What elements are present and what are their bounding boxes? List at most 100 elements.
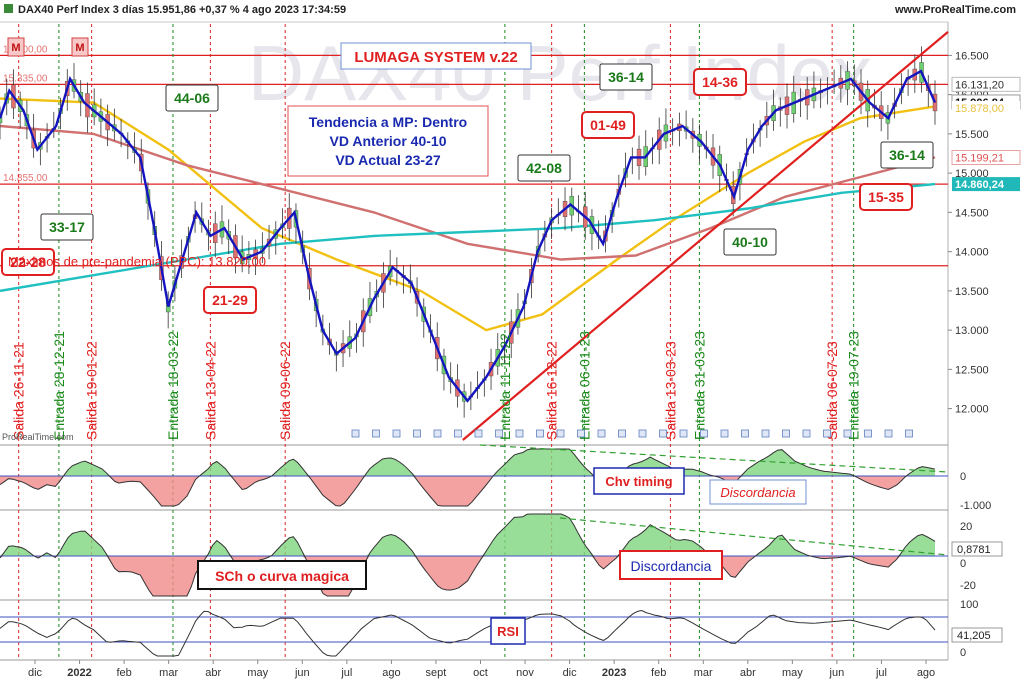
price-axis: 16.50016.00015.50015.00014.50014.00013.5… [948, 50, 989, 416]
score-box-3 [203, 286, 257, 314]
signal-label-6: Entrada 11-11-22 [497, 333, 513, 440]
signal-label-12: Entrada 19-07-23 [846, 331, 862, 440]
price-tick-label-2: 15.500 [955, 129, 989, 141]
discordancia-box-1: Discordancia [709, 479, 807, 505]
event-marker-icon-2 [392, 429, 401, 438]
event-marker-icon-23 [823, 429, 831, 438]
time-tick-label-4: abr [205, 667, 221, 679]
rsi-label: RSI [497, 624, 519, 639]
price-label-box-2 [952, 100, 1020, 115]
price-tick-label-4: 14.500 [955, 207, 989, 219]
m-badge-2[interactable] [71, 37, 89, 57]
trend-line-1: Tendencia a MP: Dentro [309, 114, 467, 130]
price-label-2: 15.878,00 [955, 103, 1004, 115]
system-title-box: LUMAGA SYSTEM v.22 [340, 42, 532, 70]
event-marker-icon-14 [638, 429, 647, 438]
trend-line-3: VD Actual 23-27 [335, 152, 441, 168]
price-tick-label-9: 12.000 [955, 404, 989, 416]
score-label-3: 21-29 [212, 292, 248, 308]
sch-frame [197, 560, 367, 590]
signal-label-2: Salida 19-01-22 [84, 341, 100, 440]
ind2-divergence-line [559, 517, 949, 556]
score-label-5: 01-49 [590, 117, 626, 133]
event-marker-icon-4 [433, 429, 442, 438]
signal-label-11: Salida 06-07-23 [824, 341, 840, 440]
m-badge-1-label: M [11, 42, 20, 54]
discordancia-frame-1 [709, 479, 807, 505]
prepandemic-label: Máximos de pre-pandemia (PPC): 13.820,00 [8, 254, 266, 269]
rsi-tick-1: 0 [960, 647, 966, 659]
m-badges: M M [7, 37, 89, 57]
score-box-10 [859, 183, 913, 211]
event-marker-icon-5 [454, 429, 462, 438]
price-label-box-4 [952, 177, 1020, 192]
system-title: LUMAGA SYSTEM v.22 [354, 49, 517, 66]
indicator-chv-timing: 0 -1.000 [0, 444, 991, 512]
event-marker-icon-3 [413, 429, 421, 438]
system-title-frame [340, 42, 532, 70]
indicator-rsi: 100 0 41,205 [0, 599, 1003, 659]
event-marker-icon-20 [761, 429, 770, 438]
time-tick-label-20: ago [917, 667, 935, 679]
score-label-6: 36-14 [608, 69, 644, 85]
trend-line-2: VD Anterior 40-10 [330, 133, 447, 149]
signal-label-3: Entrada 18-03-22 [165, 331, 181, 440]
event-marker-icon-10 [556, 429, 565, 438]
rsi-frame [490, 617, 526, 645]
watermark-symbol: DAX40 Perf Index [248, 29, 872, 117]
score-box-4 [517, 154, 571, 182]
sch-label: SCh o curva magica [215, 568, 349, 584]
time-tick-label-12: dic [563, 667, 578, 679]
score-box-2 [1, 248, 55, 276]
time-tick-label-8: ago [382, 667, 400, 679]
score-label-1: 33-17 [49, 219, 85, 235]
event-markers [351, 429, 913, 438]
chv-timing-label: Chv timing [605, 474, 672, 489]
signal-label-4: Salida 13-04-22 [202, 341, 218, 440]
event-marker-icon-21 [782, 429, 790, 438]
score-box-0 [165, 84, 219, 112]
price-label-4: 14.860,24 [955, 179, 1005, 191]
price-tick-label-8: 12.500 [955, 364, 989, 376]
event-marker-icon-9 [536, 429, 544, 438]
time-tick-label-15: mar [694, 667, 713, 679]
price-label-3: 15.199,21 [955, 152, 1004, 164]
price-label-0: 16.131,20 [955, 79, 1004, 91]
ind2-value: 0,8781 [957, 544, 991, 556]
time-tick-label-16: abr [740, 667, 756, 679]
score-label-7: 14-36 [702, 74, 738, 90]
ind2-tick-0: 20 [960, 521, 972, 533]
time-tick-label-13: 2023 [602, 667, 626, 679]
event-marker-icon-6 [474, 429, 483, 438]
event-marker-icon-24 [843, 429, 852, 438]
time-tick-label-14: feb [651, 667, 666, 679]
header: DAX40 Perf Index 3 días 15.951,86 +0,37 … [4, 4, 1016, 16]
score-label-4: 42-08 [526, 160, 562, 176]
event-marker-icon-27 [905, 429, 913, 438]
sch-box: SCh o curva magica [197, 560, 367, 590]
score-boxes: 44-06 33-17 22-28 21-29 42-08 01-49 36-14 14-36… [1, 63, 934, 314]
event-marker-icon-22 [802, 429, 811, 438]
score-box-9 [880, 141, 934, 169]
m-badge-1[interactable] [7, 37, 25, 57]
time-tick-label-2: feb [116, 667, 131, 679]
app-logo-icon [4, 4, 13, 13]
time-tick-label-10: oct [473, 667, 488, 679]
chart-title: DAX40 Perf Index 3 días 15.951,86 +0,37 … [18, 4, 346, 16]
price-label-box-3 [951, 149, 1021, 165]
trend-info-box: Tendencia a MP: Dentro VD Anterior 40-10… [287, 105, 489, 177]
moving-average-2 [0, 182, 936, 293]
discordancia-label-2: Discordancia [631, 558, 712, 574]
event-marker-icon-15 [659, 429, 667, 438]
price-line [0, 69, 937, 403]
score-box-6 [599, 63, 653, 91]
score-box-8 [723, 228, 777, 256]
signal-labels: Salida 26-11-21 Entrada 28-12-21 Salida 19… [11, 331, 862, 440]
event-marker-icon-18 [720, 429, 729, 438]
price-tick-label-7: 13.000 [955, 325, 989, 337]
price-label-box-0 [951, 76, 1021, 92]
price-tick-label-5: 14.000 [955, 247, 989, 259]
event-marker-icon-7 [495, 429, 503, 438]
ind2-tick-1: 0 [960, 558, 966, 570]
